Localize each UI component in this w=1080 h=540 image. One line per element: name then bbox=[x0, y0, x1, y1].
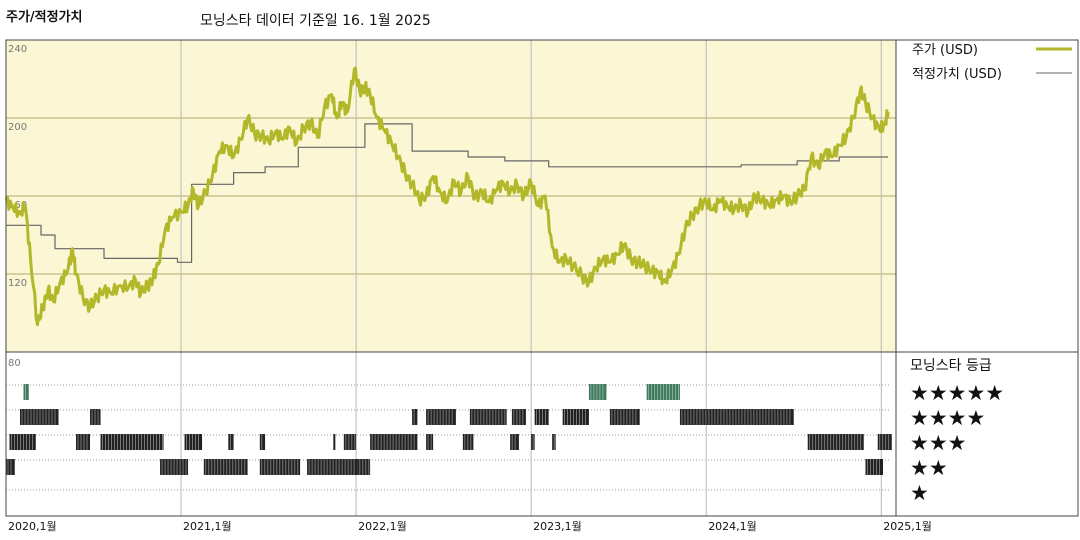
x-tick-labels: 2020,1월 2021,1월 2022,1월 2023,1월 2024,1월 2025,… bbox=[8, 520, 932, 533]
rating-segment-fill bbox=[511, 409, 526, 425]
y-tick-120: 120 bbox=[8, 278, 27, 289]
x-tick-4: 2024,1월 bbox=[708, 520, 757, 533]
rating-segment-3-1 bbox=[76, 434, 91, 450]
rating-segment-3-12 bbox=[531, 434, 535, 450]
rating-panel-tick-80: 80 bbox=[8, 358, 21, 369]
rating-segment-5-1 bbox=[588, 384, 607, 400]
rating-segment-fill bbox=[807, 434, 864, 450]
rating-segment-fill bbox=[9, 434, 36, 450]
rating-segment-3-6 bbox=[333, 434, 336, 450]
rating-segment-fill bbox=[23, 384, 29, 400]
rating-segment-4-6 bbox=[534, 409, 549, 425]
rating-segment-fill bbox=[412, 409, 418, 425]
rating-level-3-stars: ★★★ bbox=[910, 431, 966, 455]
rating-segment-fill bbox=[877, 434, 892, 450]
rating-segment-fill bbox=[426, 409, 456, 425]
rating-segment-4-5 bbox=[511, 409, 526, 425]
rating-history-bars bbox=[6, 384, 892, 475]
chart-left-title: 주가/적정가치 bbox=[6, 10, 83, 25]
rating-segment-3-5 bbox=[259, 434, 266, 450]
rating-segment-2-5 bbox=[357, 459, 371, 475]
rating-segment-3-0 bbox=[9, 434, 36, 450]
rating-segment-fill bbox=[469, 409, 507, 425]
rating-segment-4-3 bbox=[426, 409, 456, 425]
x-tick-2: 2022,1월 bbox=[358, 520, 407, 533]
rating-segment-4-8 bbox=[609, 409, 640, 425]
rating-segment-fill bbox=[203, 459, 248, 475]
rating-level-2-stars: ★★ bbox=[910, 456, 948, 480]
rating-segment-fill bbox=[343, 434, 357, 450]
rating-segment-4-9 bbox=[679, 409, 794, 425]
rating-segment-3-8 bbox=[370, 434, 418, 450]
rating-level-4-stars: ★★★★ bbox=[910, 406, 985, 430]
rating-segment-3-11 bbox=[510, 434, 519, 450]
rating-segment-fill bbox=[510, 434, 519, 450]
y-tick-160: 160 bbox=[8, 200, 27, 211]
rating-segment-fill bbox=[679, 409, 794, 425]
rating-segment-fill bbox=[333, 434, 336, 450]
rating-level-5-stars: ★★★★★ bbox=[910, 381, 1004, 405]
price-line bbox=[4, 66, 890, 327]
rating-segment-4-1 bbox=[90, 409, 101, 425]
rating-segment-fill bbox=[357, 459, 371, 475]
rating-segment-fill bbox=[228, 434, 234, 450]
rating-segment-5-2 bbox=[646, 384, 680, 400]
price-series bbox=[4, 66, 890, 327]
rating-segment-fill bbox=[100, 434, 164, 450]
rating-segment-fill bbox=[370, 434, 418, 450]
chart-center-title: 모닝스타 데이터 기준일 16. 1월 2025 bbox=[200, 13, 431, 29]
rating-segment-fill bbox=[609, 409, 640, 425]
rating-level-1-star: ★ bbox=[910, 481, 929, 505]
rating-segment-fill bbox=[76, 434, 91, 450]
rating-segment-fill bbox=[6, 459, 15, 475]
rating-segment-3-13 bbox=[552, 434, 556, 450]
rating-segment-2-6 bbox=[865, 459, 883, 475]
rating-segment-3-10 bbox=[462, 434, 474, 450]
fair-value-line bbox=[6, 123, 889, 263]
y-tick-240: 240 bbox=[8, 44, 27, 55]
rating-segment-fill bbox=[562, 409, 589, 425]
rating-panel-title: 모닝스타 등급 bbox=[910, 358, 992, 374]
rating-segment-fill bbox=[534, 409, 549, 425]
rating-segment-5-0 bbox=[23, 384, 29, 400]
rating-segment-fill bbox=[307, 459, 358, 475]
rating-segment-3-2 bbox=[100, 434, 164, 450]
rating-segment-fill bbox=[588, 384, 607, 400]
rating-segment-fill bbox=[20, 409, 59, 425]
legend-fair-label: 적정가치 (USD) bbox=[912, 67, 1002, 82]
rating-segment-2-2 bbox=[203, 459, 248, 475]
rating-segment-3-3 bbox=[184, 434, 203, 450]
rating-segment-fill bbox=[426, 434, 434, 450]
fair-value-series bbox=[6, 123, 889, 263]
rating-segment-2-1 bbox=[160, 459, 189, 475]
x-tick-0: 2020,1월 bbox=[8, 520, 57, 533]
rating-segment-fill bbox=[865, 459, 883, 475]
x-tick-5: 2025,1월 bbox=[883, 520, 932, 533]
rating-segment-3-4 bbox=[228, 434, 234, 450]
rating-segment-4-0 bbox=[20, 409, 59, 425]
rating-segment-4-7 bbox=[562, 409, 589, 425]
rating-segment-3-7 bbox=[343, 434, 357, 450]
y-tick-labels: 240 200 160 120 bbox=[8, 44, 27, 289]
rating-segment-fill bbox=[184, 434, 203, 450]
rating-segment-2-0 bbox=[6, 459, 15, 475]
x-tick-3: 2023,1월 bbox=[533, 520, 582, 533]
chart-frame bbox=[5, 39, 1079, 517]
x-tick-1: 2021,1월 bbox=[183, 520, 232, 533]
legend-price-label: 주가 (USD) bbox=[912, 43, 978, 58]
rating-segment-2-4 bbox=[307, 459, 358, 475]
rating-segment-fill bbox=[259, 434, 266, 450]
rating-segment-2-3 bbox=[259, 459, 301, 475]
rating-segment-3-9 bbox=[426, 434, 434, 450]
rating-segment-3-15 bbox=[877, 434, 892, 450]
rating-segment-3-14 bbox=[807, 434, 864, 450]
y-tick-200: 200 bbox=[8, 122, 27, 133]
rating-segment-4-2 bbox=[412, 409, 418, 425]
rating-segment-4-4 bbox=[469, 409, 507, 425]
